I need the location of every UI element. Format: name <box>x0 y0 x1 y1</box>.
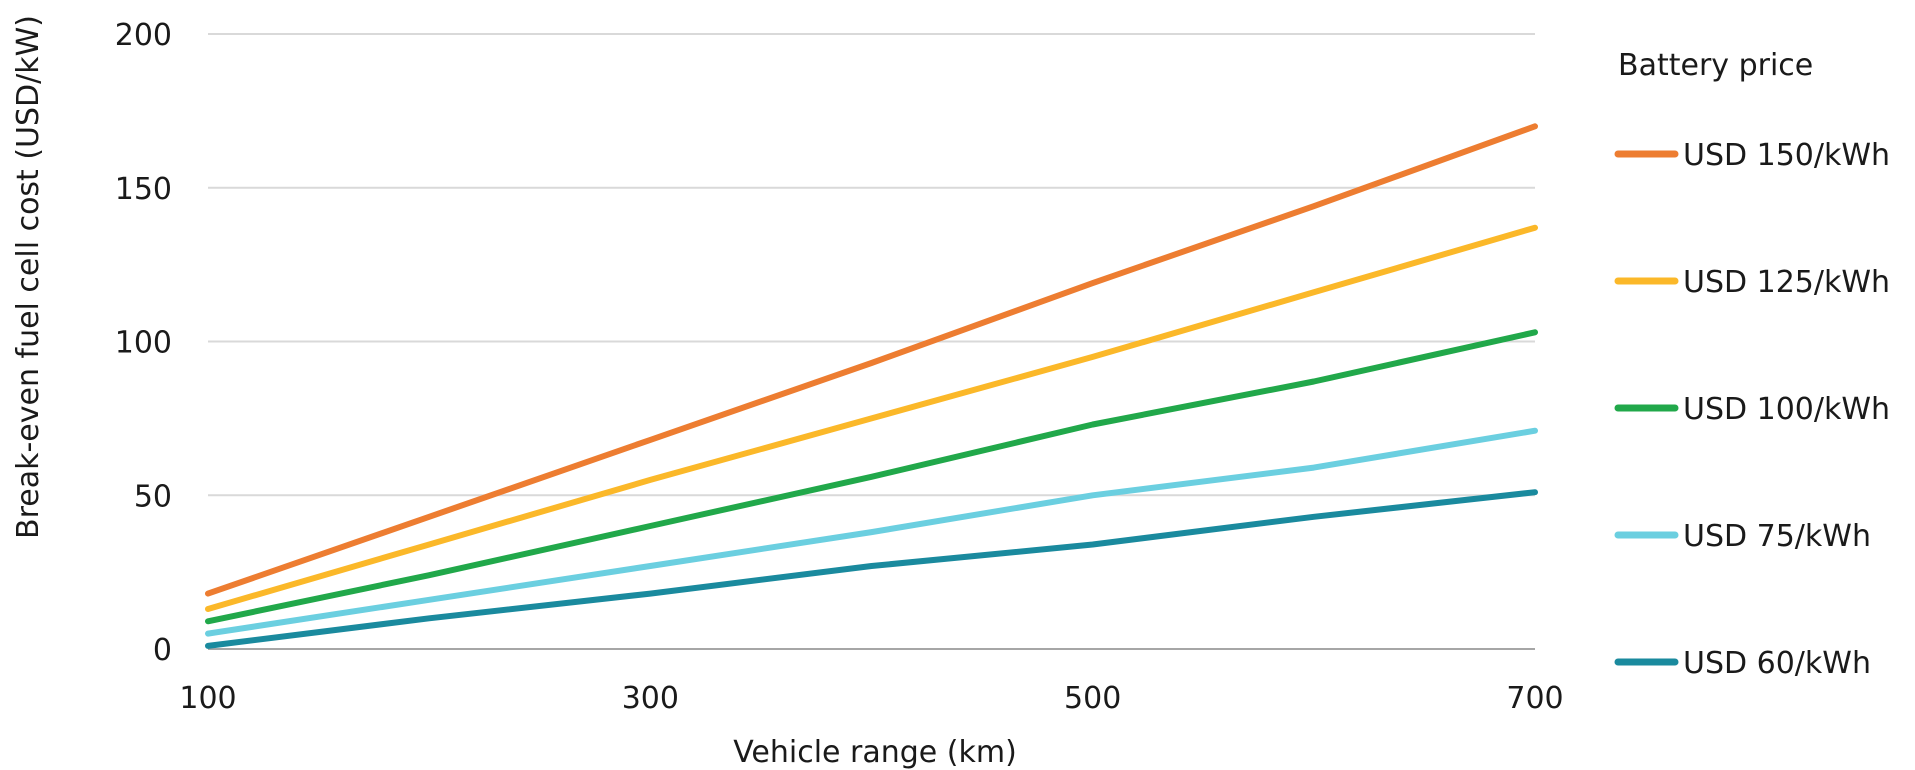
series-line-5 <box>205 489 1538 649</box>
series-line-4 <box>205 427 1538 637</box>
series-line-1 <box>205 123 1538 597</box>
y-tick-label: 50 <box>134 479 172 514</box>
legend-label: USD 75/kWh <box>1683 519 1871 554</box>
legend-item: USD 125/kWh <box>1614 265 1890 300</box>
legend-label: USD 60/kWh <box>1683 646 1871 681</box>
legend-item: USD 60/kWh <box>1614 646 1871 681</box>
y-tick-label: 0 <box>153 633 172 668</box>
legend-item: USD 150/kWh <box>1614 138 1890 173</box>
legend-label: USD 125/kWh <box>1683 265 1890 300</box>
legend-label: USD 150/kWh <box>1683 138 1890 173</box>
legend-label: USD 100/kWh <box>1683 392 1890 427</box>
x-tick-label: 700 <box>1506 681 1563 716</box>
series-layer <box>205 123 1538 649</box>
x-tick-label: 300 <box>622 681 679 716</box>
legend-title: Battery price <box>1618 48 1813 83</box>
series-line-2 <box>205 224 1538 612</box>
y-tick-label: 150 <box>115 172 172 207</box>
axis-layer: 0 50 100 150 200 100 300 500 700 <box>115 18 1564 716</box>
legend-item: USD 100/kWh <box>1614 392 1890 427</box>
legend: Battery price USD 150/kWh USD 125/kWh USD … <box>1614 48 1890 681</box>
x-tick-label: 500 <box>1064 681 1121 716</box>
y-axis-title: Break-even fuel cell cost (USD/kW) <box>11 15 46 539</box>
x-tick-label: 100 <box>179 681 236 716</box>
y-tick-label: 100 <box>115 326 172 361</box>
grid-layer <box>208 33 1535 497</box>
legend-item: USD 75/kWh <box>1614 519 1871 554</box>
y-tick-label: 200 <box>115 18 172 53</box>
series-line-3 <box>205 329 1538 625</box>
x-axis-title: Vehicle range (km) <box>733 735 1017 770</box>
